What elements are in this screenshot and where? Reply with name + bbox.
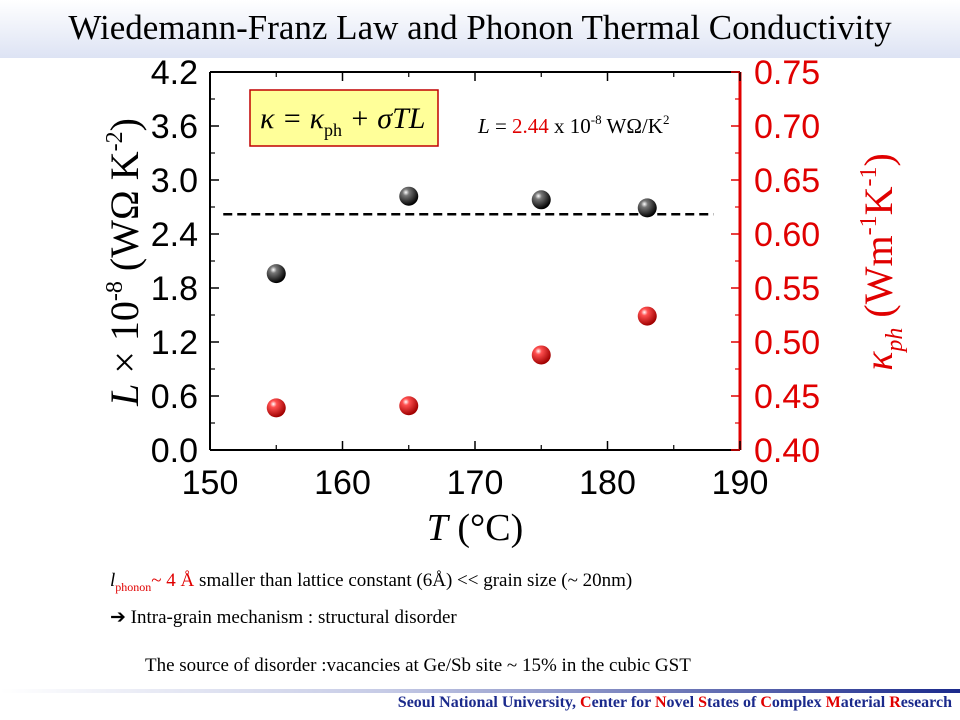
- footer-text: aterial: [840, 694, 890, 711]
- footer-text: esearch: [900, 694, 952, 711]
- data-point-kph: [266, 398, 286, 418]
- title-bar: [0, 0, 960, 58]
- footer-text: ovel: [666, 694, 699, 711]
- slide-title: Wiedemann-Franz Law and Phonon Thermal C…: [68, 8, 892, 47]
- data-point-L: [266, 264, 286, 284]
- footer-accent: C: [580, 694, 592, 711]
- data-point-L: [399, 186, 419, 206]
- data-point-kph: [637, 306, 657, 326]
- footer-divider: [0, 689, 960, 693]
- y-right-tick-label: 0.70: [754, 108, 820, 146]
- arrow-icon: ➔: [110, 607, 126, 628]
- note-line-2: ➔ Intra-grain mechanism : structural dis…: [110, 606, 457, 629]
- formula-box: [249, 89, 439, 147]
- data-point-kph: [399, 396, 419, 416]
- note-symbol: l: [110, 570, 116, 591]
- x-tick-label: 180: [579, 464, 636, 502]
- footer-text: enter for: [591, 694, 655, 711]
- footer-text: Seoul National University,: [397, 694, 581, 711]
- footer-text: tates of: [707, 694, 761, 711]
- note-value: ~ 4 Å: [151, 570, 195, 591]
- data-point-L: [637, 198, 657, 218]
- note-rest: smaller than lattice constant (6Å) << gr…: [194, 570, 633, 591]
- data-point-L: [531, 190, 551, 210]
- chart: 150 160 170 180 190 0.0 0.6 1.2 1.8 2.4 3.0 3.6 4.2 0…: [102, 54, 908, 549]
- y-right-tick-label: 0.75: [754, 54, 820, 92]
- y-right-tick-label: 0.60: [754, 216, 820, 254]
- y-right-axis-label: κph (Wm-1K-1): [856, 153, 908, 371]
- note-line-3: The source of disorder :vacancies at Ge/…: [145, 655, 691, 676]
- footer-accent: R: [889, 694, 901, 711]
- note-line-1: lphonon~ 4 Å smaller than lattice consta…: [110, 570, 632, 595]
- footer-accent: M: [825, 694, 841, 711]
- x-tick-label: 170: [447, 464, 504, 502]
- formula: κ = κph + σTL: [260, 102, 425, 140]
- y-right-tick-label: 0.55: [754, 270, 820, 308]
- y-right-tick-label: 0.40: [754, 432, 820, 470]
- y-left-tick-label: 0.0: [151, 432, 198, 470]
- y-left-tick-label: 0.6: [151, 378, 198, 416]
- note-subscript: phonon: [115, 579, 152, 594]
- data-point-kph: [531, 345, 551, 365]
- y-right-tick-label: 0.50: [754, 324, 820, 362]
- footer-accent: N: [654, 694, 667, 711]
- y-left-tick-label: 4.2: [151, 54, 198, 92]
- l-value-annotation: L = 2.44 x 10-8 WΩ/K2: [477, 112, 669, 138]
- y-right-tick-label: 0.65: [754, 162, 820, 200]
- footer: Seoul National University, Center for No…: [398, 694, 952, 712]
- y-left-tick-label: 2.4: [151, 216, 198, 254]
- y-left-tick-label: 1.8: [151, 270, 198, 308]
- x-tick-label: 160: [314, 464, 371, 502]
- footer-text: omplex: [771, 694, 826, 711]
- y-right-tick-label: 0.45: [754, 378, 820, 416]
- note-line-2-text: Intra-grain mechanism : structural disor…: [125, 607, 457, 628]
- y-left-axis-label: L × 10-8 (WΩ K-2): [102, 118, 147, 407]
- y-left-tick-label: 1.2: [151, 324, 198, 362]
- x-tick-label: 150: [182, 464, 239, 502]
- y-left-tick-label: 3.6: [151, 108, 198, 146]
- footer-accent: C: [760, 694, 772, 711]
- x-tick-label: 190: [712, 464, 769, 502]
- footer-accent: S: [698, 694, 707, 711]
- x-axis-label: T (°C): [427, 507, 524, 549]
- y-left-tick-label: 3.0: [151, 162, 198, 200]
